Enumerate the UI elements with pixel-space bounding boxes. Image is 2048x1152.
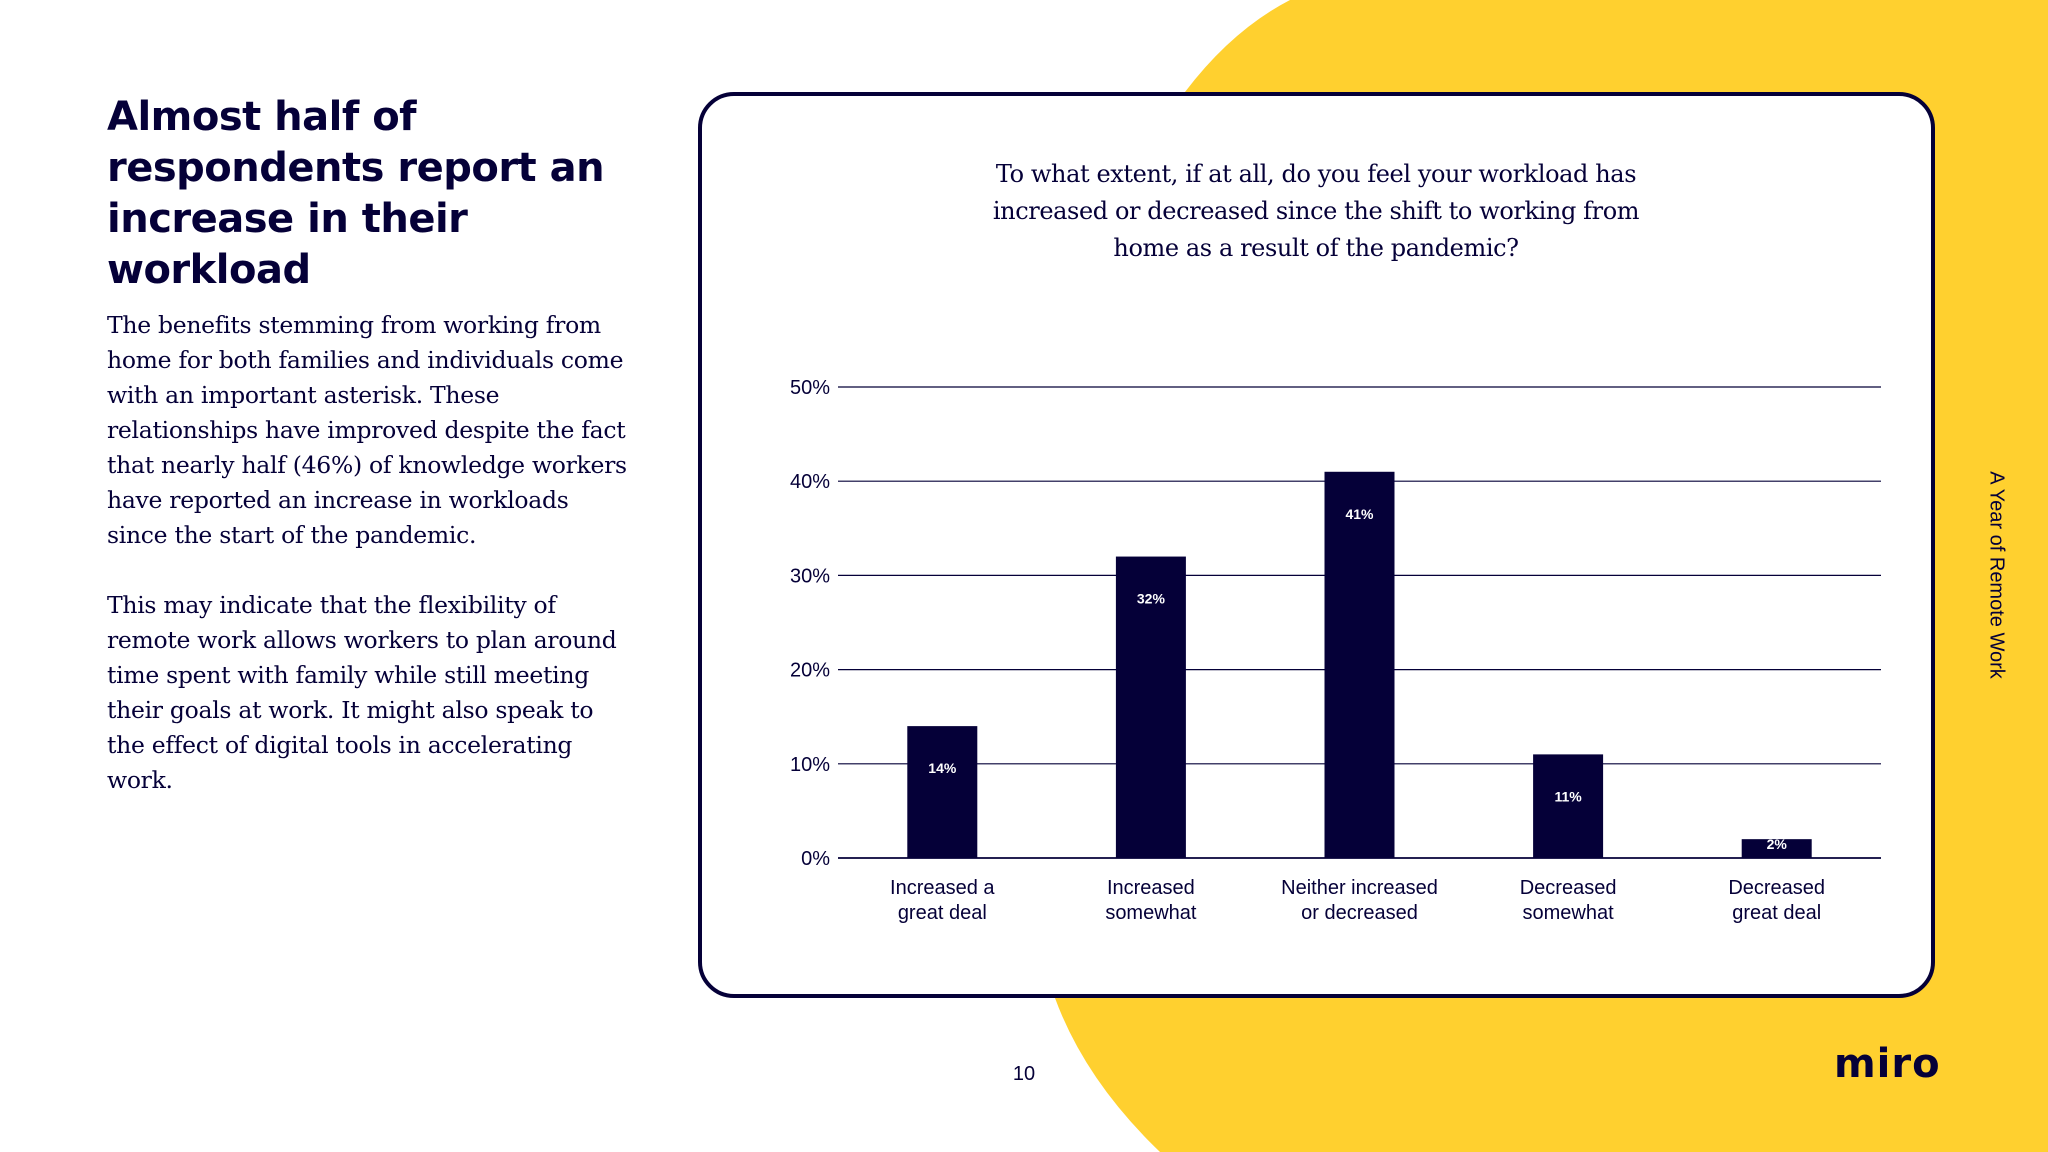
page-number: 10 xyxy=(1012,1063,1036,1085)
bar xyxy=(1324,471,1395,858)
bar xyxy=(1115,556,1186,858)
chart-title: To what extent, if at all, do you feel y… xyxy=(992,160,1640,262)
category-label: Decreased xyxy=(1728,877,1825,899)
data-label: 14% xyxy=(928,760,957,776)
bar xyxy=(907,726,978,858)
miro-logo: miro xyxy=(1834,1041,1941,1087)
y-tick-label: 20% xyxy=(790,660,830,682)
category-label: great deal xyxy=(898,902,987,924)
category-label: Neither increased xyxy=(1281,877,1438,899)
category-label: Decreased xyxy=(1520,877,1617,899)
bar xyxy=(1533,754,1604,858)
data-label: 11% xyxy=(1554,788,1582,804)
y-tick-label: 10% xyxy=(790,754,830,776)
y-tick-label: 30% xyxy=(790,565,830,587)
category-label: Increased a xyxy=(890,877,995,899)
y-tick-label: 0% xyxy=(801,848,830,870)
side-label: A Year of Remote Work xyxy=(1985,471,2008,679)
headline: Almost half of respondents report an inc… xyxy=(107,94,605,293)
bar xyxy=(1741,839,1812,858)
category-label: great deal xyxy=(1732,902,1821,924)
body-paragraph-2: This may indicate that the flexibility o… xyxy=(107,591,617,794)
data-label: 32% xyxy=(1137,591,1166,607)
category-label: somewhat xyxy=(1523,902,1615,924)
category-label: or decreased xyxy=(1301,902,1418,924)
data-label: 2% xyxy=(1767,836,1788,852)
category-label: somewhat xyxy=(1105,902,1197,924)
y-tick-label: 50% xyxy=(790,377,830,399)
body-paragraph-1: The benefits stemming from working from … xyxy=(107,311,627,549)
y-tick-label: 40% xyxy=(790,471,830,493)
category-label: Increased xyxy=(1107,877,1195,899)
chart-card xyxy=(698,92,1935,998)
data-label: 41% xyxy=(1345,506,1374,522)
text-column: Almost half of respondents report an inc… xyxy=(107,92,627,798)
